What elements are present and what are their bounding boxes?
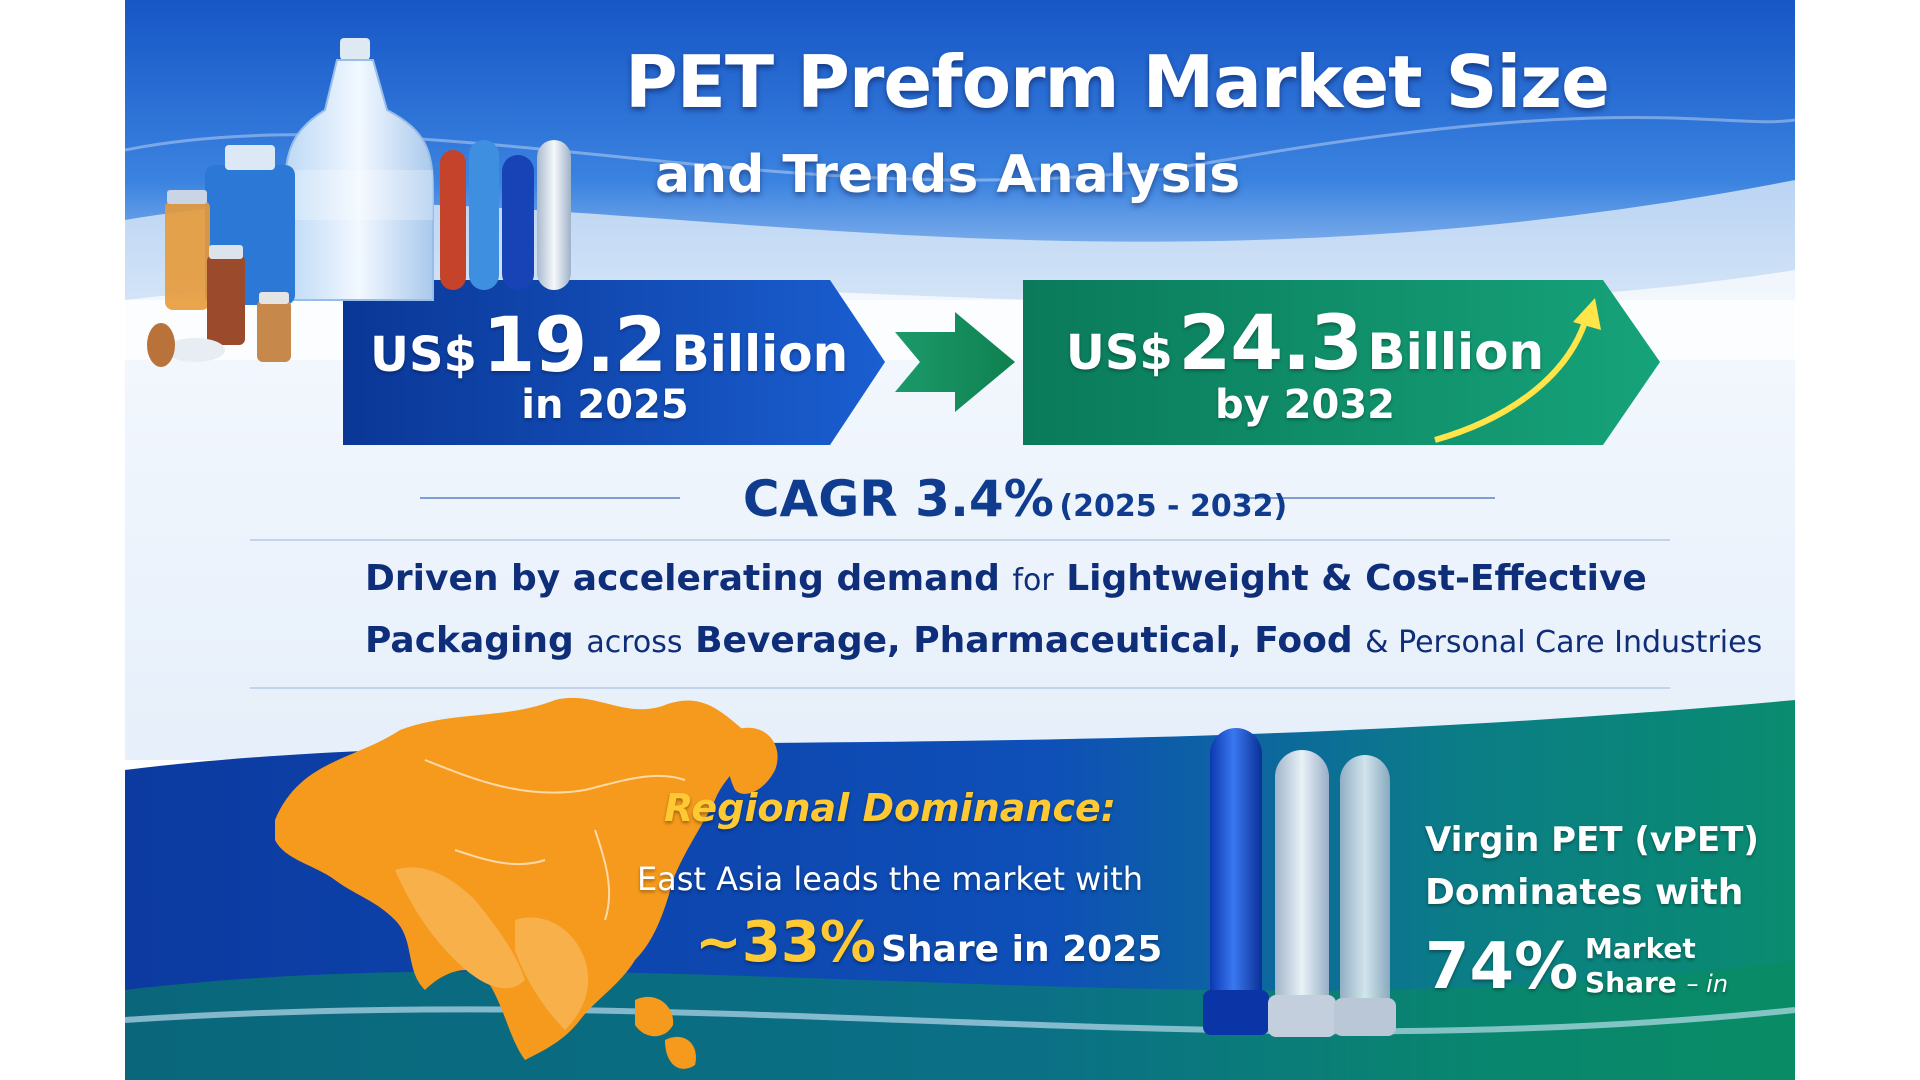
preform-illustration (1203, 728, 1396, 1037)
drivers-line-2: Packaging across Beverage, Pharmaceutica… (365, 620, 1763, 661)
page-subtitle: and Trends Analysis (655, 145, 1241, 205)
market-2025-value: US$ 19.2 Billion (370, 300, 849, 389)
east-asia-map (275, 697, 778, 1069)
drivers-line-1: Driven by accelerating demand for Lightw… (365, 558, 1647, 599)
material-line-2: Dominates with (1425, 872, 1744, 913)
regional-line-1: East Asia leads the market with (636, 860, 1144, 898)
cagr-label: CAGR 3.4% (2025 - 2032) (742, 470, 1288, 528)
infographic: PET Preform Market Size and Trends Analy… (125, 0, 1795, 1080)
material-line-1: Virgin PET (vPET) (1425, 820, 1759, 860)
material-share-label: Market Share – in (1585, 932, 1729, 999)
regional-line-2: ~33% Share in 2025 (695, 910, 1163, 975)
page-title: PET Preform Market Size (625, 40, 1610, 124)
market-2032-period: by 2032 (1215, 382, 1395, 428)
regional-heading: Regional Dominance: (664, 786, 1116, 830)
material-share: 74% (1425, 930, 1579, 1004)
background-art (125, 0, 1795, 1080)
bottle-illustration (284, 38, 434, 301)
market-2025-period: in 2025 (521, 382, 689, 428)
market-2032-value: US$ 24.3 Billion (1065, 298, 1545, 387)
